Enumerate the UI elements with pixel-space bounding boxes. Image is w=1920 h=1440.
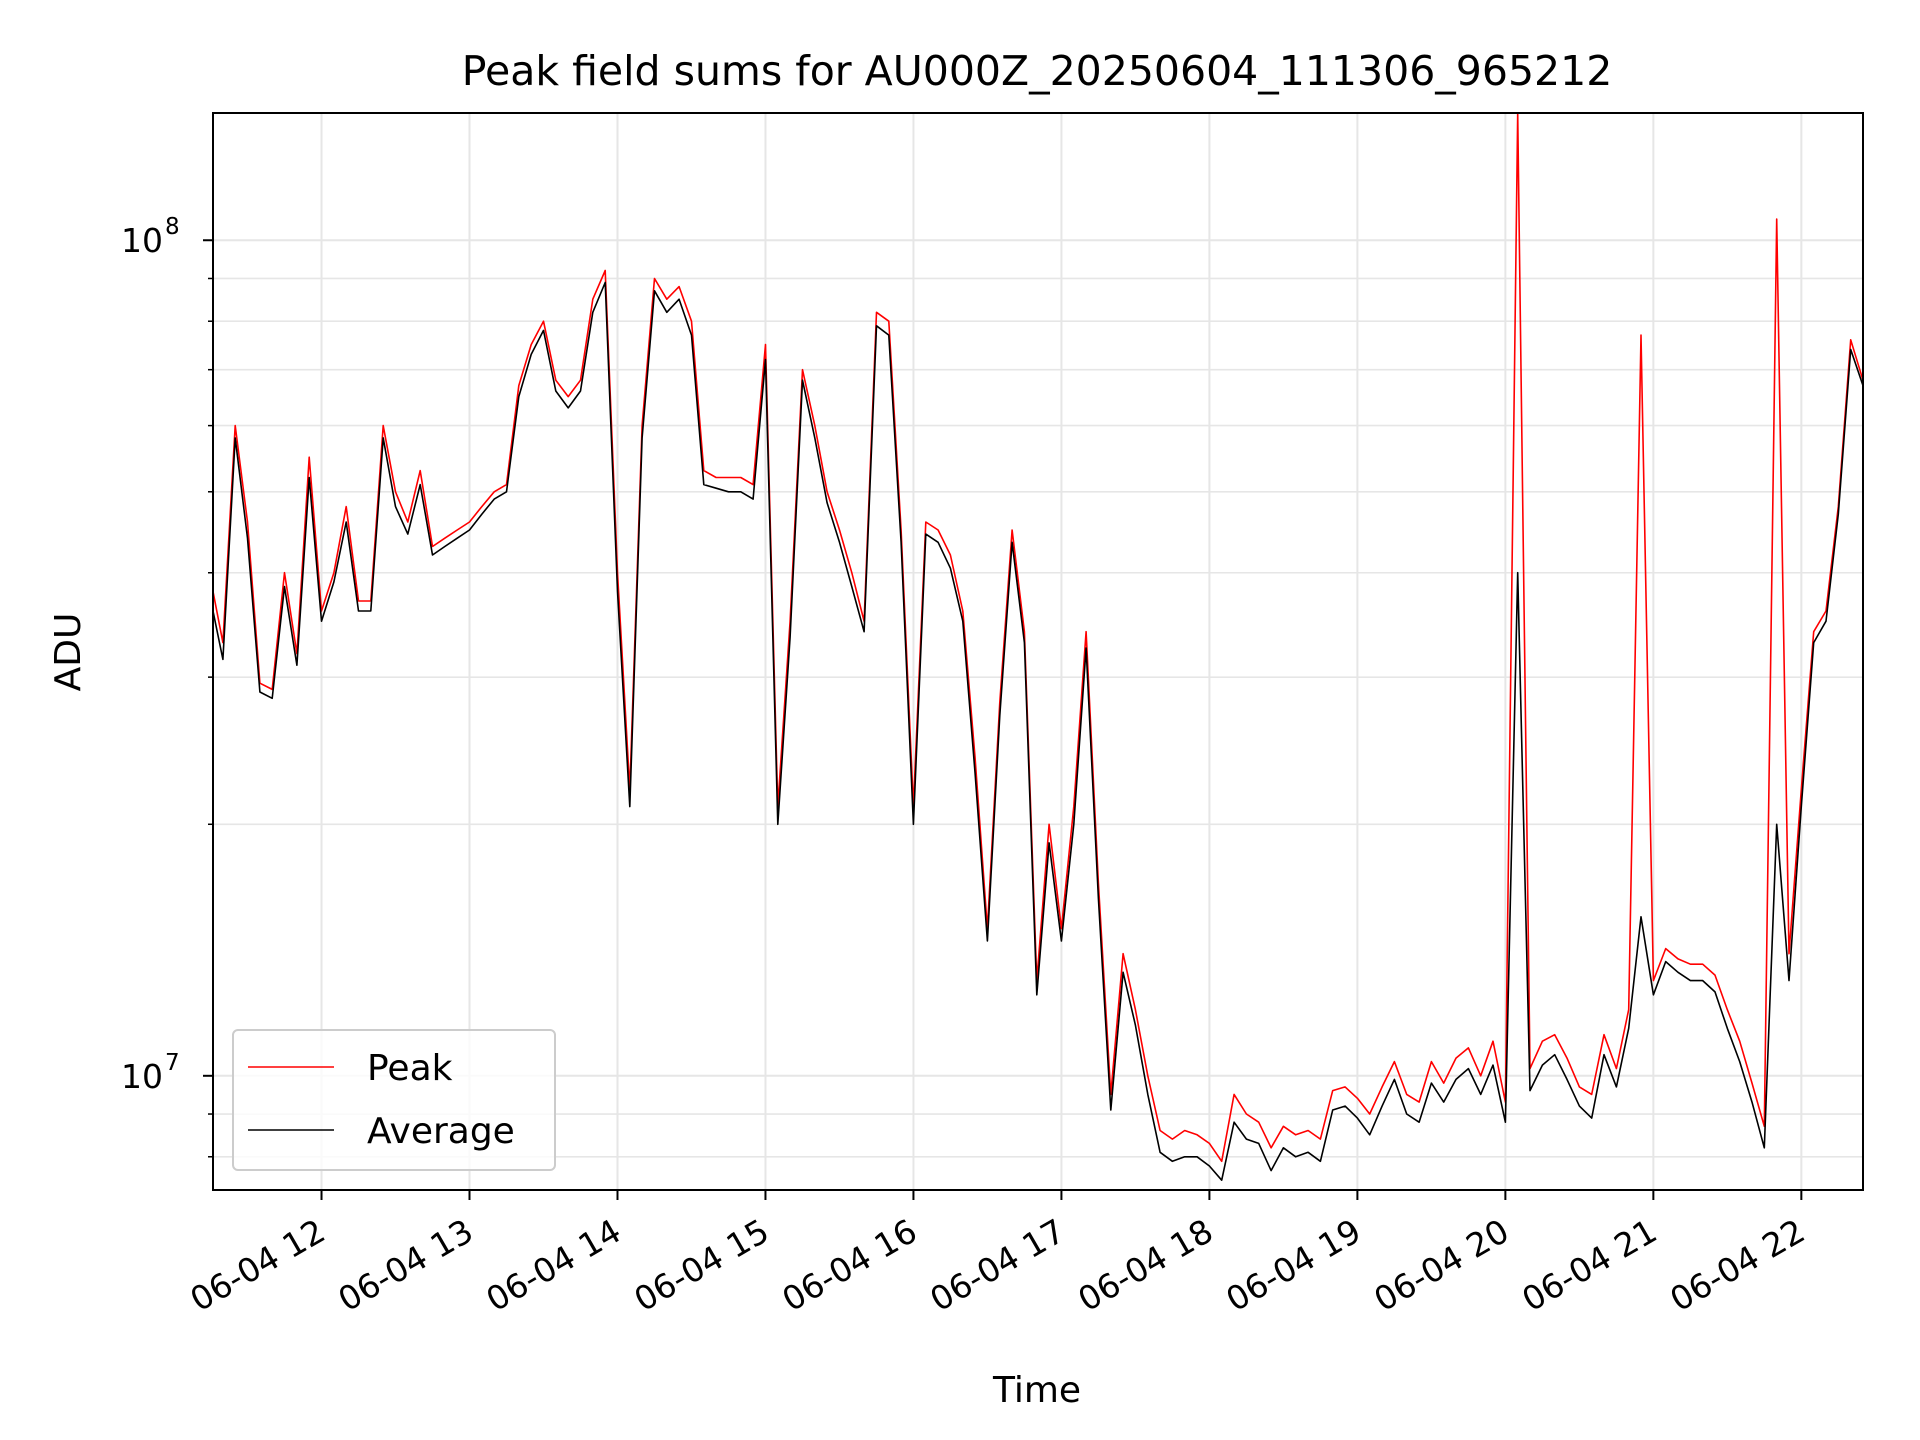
legend-box bbox=[232, 1029, 556, 1171]
y-tick-exponent: 7 bbox=[165, 1050, 180, 1076]
series-layer bbox=[213, 113, 1863, 1181]
legend: Peak Average bbox=[232, 1029, 556, 1171]
legend-label-average: Average bbox=[367, 1111, 515, 1152]
y-tick-base: 10 bbox=[121, 1057, 163, 1096]
series-line-average bbox=[213, 281, 1863, 1181]
legend-label-peak: Peak bbox=[367, 1048, 453, 1089]
plot-area-frame bbox=[212, 112, 1864, 1191]
x-axis-label: Time bbox=[992, 1370, 1081, 1411]
y-tick-exponent: 8 bbox=[165, 214, 180, 240]
y-axis-label: ADU bbox=[48, 613, 89, 692]
y-tick-label: 10 8 bbox=[121, 214, 180, 260]
y-tick-base: 10 bbox=[121, 221, 163, 260]
y-tick-label: 10 7 bbox=[121, 1050, 180, 1096]
chart-title: Peak field sums for AU000Z_20250604_1113… bbox=[462, 47, 1613, 95]
